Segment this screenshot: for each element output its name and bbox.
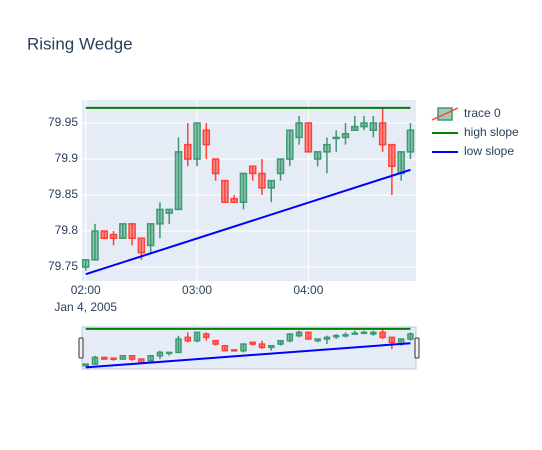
candle-body — [81, 259, 90, 268]
candle-body — [295, 122, 303, 139]
range-slider — [78, 326, 420, 370]
candle-body — [239, 172, 248, 203]
candle-body — [82, 363, 89, 367]
y-tick-label: 79.9 — [55, 151, 79, 165]
range-slider-handle — [78, 337, 84, 359]
candle-body — [147, 354, 154, 362]
x-tick-label: 04:00 — [293, 283, 323, 297]
candle-body — [388, 143, 396, 167]
candle-body — [268, 344, 275, 349]
x-date-label: Jan 4, 2005 — [54, 300, 117, 314]
candle-body — [332, 334, 340, 338]
candle-body — [369, 122, 378, 131]
candle-body — [332, 136, 340, 140]
range-slider-handle — [414, 337, 420, 359]
candle-body — [110, 357, 117, 360]
candle-body — [100, 230, 109, 239]
candle-body — [360, 331, 368, 335]
candle-body — [138, 358, 145, 364]
candle-body — [221, 179, 229, 203]
trend-line — [85, 342, 411, 369]
candle-body — [193, 331, 201, 342]
y-tick-label: 79.8 — [55, 223, 79, 237]
candle-body — [137, 237, 146, 254]
candle-body — [406, 129, 415, 153]
y-tick-label: 79.85 — [48, 187, 78, 201]
trend-line — [85, 168, 411, 276]
candle-body — [211, 158, 220, 175]
legend-candle-wick — [431, 107, 459, 121]
candle-body — [174, 151, 183, 211]
legend-label: trace 0 — [464, 106, 501, 120]
candle-body — [156, 208, 164, 225]
candle-body — [128, 354, 136, 360]
candle-body — [91, 230, 99, 261]
candle-body — [146, 223, 155, 247]
candle-body — [314, 338, 321, 342]
x-tick-label: 03:00 — [182, 283, 212, 297]
candle-body — [267, 179, 276, 189]
candle-body — [360, 122, 368, 128]
candle-body — [277, 339, 284, 345]
candle-body — [184, 143, 192, 160]
candle-body — [184, 336, 192, 342]
candle-body — [370, 331, 377, 335]
candle-body — [258, 172, 266, 189]
candle-body — [249, 341, 256, 345]
chart-title: Rising Wedge — [27, 34, 133, 53]
legend-label: low slope — [464, 144, 514, 158]
candle-body — [101, 356, 108, 360]
candle-body — [397, 151, 405, 175]
candle-body — [175, 338, 182, 354]
candle-body — [379, 331, 386, 339]
candle-body — [388, 336, 396, 344]
candle-body — [240, 343, 247, 352]
candle-body — [91, 356, 99, 365]
candle-body — [203, 333, 210, 339]
candle-body — [276, 158, 285, 175]
candle-body — [193, 122, 201, 160]
candle-body — [230, 349, 238, 352]
candle-body — [323, 143, 331, 153]
candle-body — [248, 165, 257, 175]
candle-body — [304, 122, 313, 153]
candle-body — [286, 129, 294, 160]
x-tick-label: 02:00 — [71, 283, 101, 297]
candle-body — [295, 331, 303, 337]
y-tick-label: 79.75 — [48, 259, 78, 273]
candle-body — [156, 351, 164, 357]
candle-body — [351, 332, 359, 335]
candle-body — [305, 331, 312, 340]
candle-body — [286, 333, 294, 342]
candle-body — [119, 354, 127, 360]
candle-body — [323, 336, 331, 340]
candle-body — [258, 343, 266, 349]
candle-body — [165, 351, 173, 355]
candle-body — [221, 344, 229, 352]
range-slider-bg — [81, 326, 417, 370]
candle-body — [202, 129, 211, 146]
candle-body — [128, 223, 136, 239]
y-tick-label: 79.95 — [48, 115, 78, 129]
candle-body — [212, 339, 219, 345]
candle-body — [230, 197, 238, 203]
candle-body — [109, 233, 118, 239]
candle-body — [407, 333, 414, 340]
legend: trace 0 high slope low slope — [431, 106, 519, 158]
legend-label: high slope — [464, 125, 519, 139]
candle-body — [342, 334, 349, 337]
candle-body — [378, 122, 387, 146]
candle-body — [313, 151, 322, 160]
candle-body — [165, 208, 173, 214]
candle-body — [351, 125, 359, 131]
candle-body — [341, 133, 350, 139]
candle-body — [119, 223, 127, 239]
